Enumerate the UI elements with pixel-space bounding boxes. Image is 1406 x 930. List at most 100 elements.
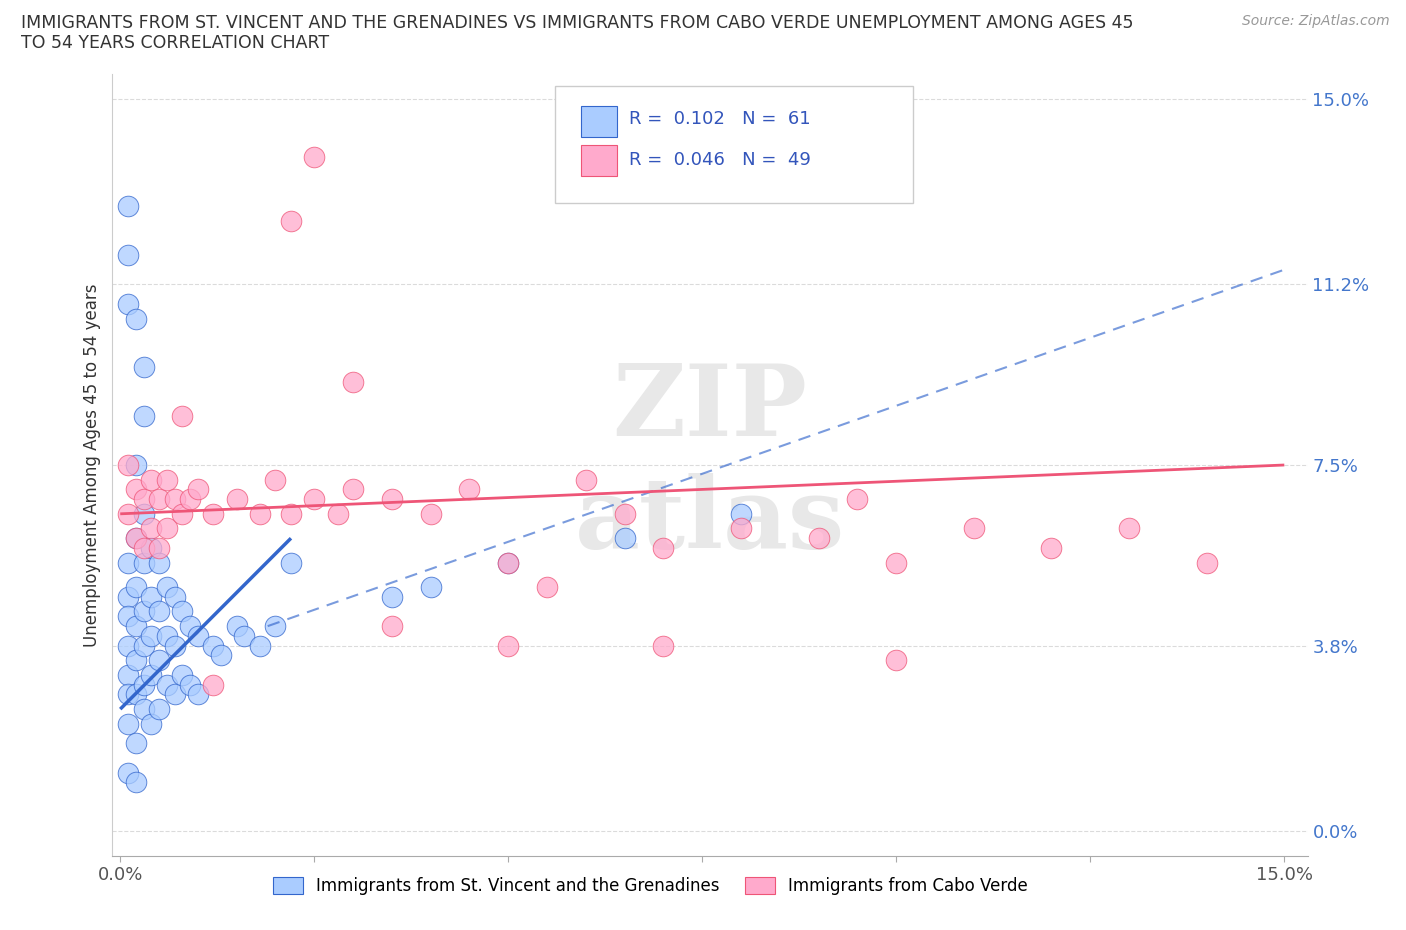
Point [652,638,675,653]
FancyBboxPatch shape [581,145,617,176]
Point [187,687,209,702]
Point [141,540,163,555]
Point [884,653,907,668]
Point [652,540,675,555]
Point [458,482,481,497]
Point [117,668,139,683]
Text: R =  0.102   N =  61: R = 0.102 N = 61 [628,110,810,128]
Point [202,638,225,653]
Point [846,492,869,507]
Point [148,540,170,555]
Point [125,312,148,326]
Point [225,492,247,507]
Point [381,618,404,633]
Point [141,668,163,683]
Point [249,506,271,521]
Point [179,618,201,633]
FancyBboxPatch shape [581,106,617,137]
Point [1118,521,1140,536]
Point [179,492,201,507]
Point [156,579,179,594]
Text: Source: ZipAtlas.com: Source: ZipAtlas.com [1241,14,1389,28]
Point [141,590,163,604]
Point [249,638,271,653]
Point [172,506,194,521]
Point [132,604,155,619]
Point [730,521,752,536]
Point [381,492,404,507]
Point [225,618,247,633]
Point [233,629,256,644]
Text: ZIP
atlas: ZIP atlas [575,361,845,569]
Point [132,677,155,692]
Point [117,590,139,604]
Point [163,492,186,507]
Point [132,492,155,507]
Point [163,590,186,604]
Point [342,482,364,497]
Legend: Immigrants from St. Vincent and the Grenadines, Immigrants from Cabo Verde: Immigrants from St. Vincent and the Gren… [266,870,1035,902]
Point [132,702,155,717]
Point [280,506,302,521]
Point [125,775,148,790]
Y-axis label: Unemployment Among Ages 45 to 54 years: Unemployment Among Ages 45 to 54 years [83,284,101,646]
Point [163,638,186,653]
Point [202,677,225,692]
Point [202,506,225,521]
Point [172,409,194,424]
Point [117,609,139,624]
Point [496,555,519,570]
Point [304,492,326,507]
Point [117,555,139,570]
Point [172,668,194,683]
Point [187,482,209,497]
Point [132,555,155,570]
Point [264,618,287,633]
Point [156,521,179,536]
Point [148,653,170,668]
Point [613,506,636,521]
Point [963,521,986,536]
Point [141,472,163,487]
Point [187,629,209,644]
Point [148,555,170,570]
Point [125,687,148,702]
Point [156,677,179,692]
Point [125,579,148,594]
Point [117,247,139,262]
Point [117,687,139,702]
Point [179,677,201,692]
Point [125,482,148,497]
Point [148,702,170,717]
Point [117,716,139,731]
Point [209,648,232,663]
Text: TO 54 YEARS CORRELATION CHART: TO 54 YEARS CORRELATION CHART [21,34,329,52]
Point [730,506,752,521]
Point [141,629,163,644]
Point [132,506,155,521]
Point [280,555,302,570]
Point [125,736,148,751]
Point [117,458,139,472]
Point [132,409,155,424]
Point [575,472,598,487]
Point [132,638,155,653]
Point [496,638,519,653]
Point [117,765,139,780]
Point [125,458,148,472]
Point [156,629,179,644]
FancyBboxPatch shape [554,86,914,204]
Point [419,579,441,594]
Point [419,506,441,521]
Point [156,472,179,487]
Point [536,579,558,594]
Point [264,472,287,487]
Point [280,214,302,229]
Point [148,604,170,619]
Point [381,590,404,604]
Point [613,531,636,546]
Point [117,506,139,521]
Point [132,540,155,555]
Text: IMMIGRANTS FROM ST. VINCENT AND THE GRENADINES VS IMMIGRANTS FROM CABO VERDE UNE: IMMIGRANTS FROM ST. VINCENT AND THE GREN… [21,14,1133,32]
Point [117,297,139,312]
